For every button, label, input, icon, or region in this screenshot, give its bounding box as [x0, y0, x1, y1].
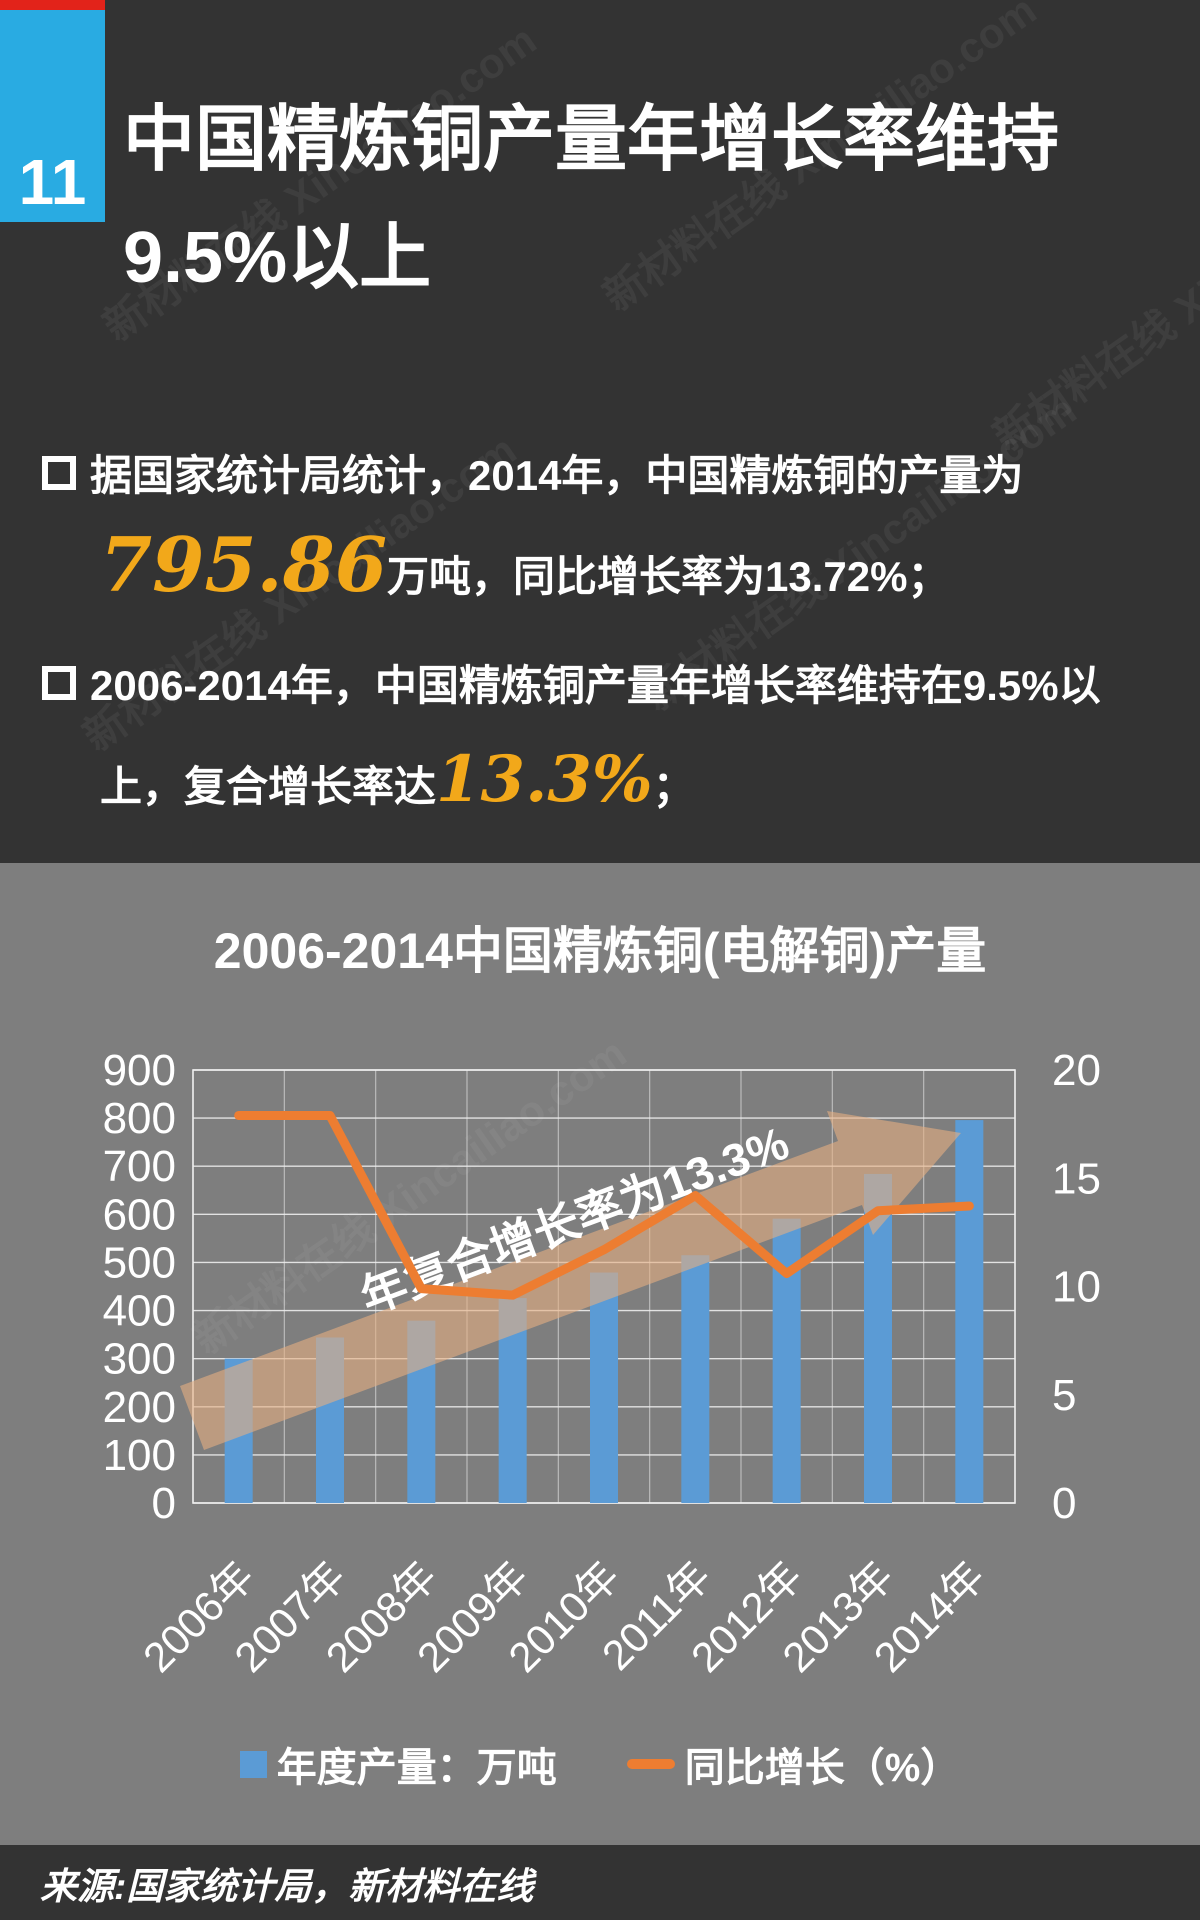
legend-item-production: 年度产量：万吨: [239, 1735, 557, 1793]
left-axis-tick: 200: [103, 1383, 176, 1432]
right-axis-tick: 15: [1052, 1154, 1101, 1203]
left-axis-tick: 900: [103, 1046, 176, 1095]
left-axis-tick: 0: [152, 1479, 176, 1528]
bullet-square-icon: [42, 665, 76, 700]
bullet-2: 2006-2014年，中国精炼铜产量年增长率维持在9.5%以: [42, 652, 1101, 713]
production-value: 795.86: [100, 521, 388, 609]
legend-bar-label: 年度产量：万吨: [276, 1746, 557, 1790]
legend-line-swatch: [626, 1759, 675, 1769]
left-axis-tick: 300: [103, 1335, 176, 1384]
left-axis-tick: 700: [103, 1142, 176, 1191]
bullet-1-value-rest: 万吨，同比增长率为13.72%；: [387, 553, 950, 600]
left-axis-tick: 800: [103, 1094, 176, 1143]
footer: 来源:国家统计局，新材料在线: [0, 1845, 1200, 1920]
header-section: 新材料在线 Xincailiao.com 新材料在线 Xincailiao.co…: [0, 0, 1200, 863]
page-title-line1: 中国精炼铜产量年增长率维持: [123, 100, 1060, 180]
bullet-1: 据国家统计局统计，2014年，中国精炼铜的产量为: [42, 442, 1023, 503]
page-title-line2: 9.5%以上: [123, 218, 432, 298]
chart-section: 新材料在线 Xincailiao.com 2006-2014中国精炼铜(电解铜)…: [0, 863, 1200, 1845]
bullet-square-icon: [42, 455, 76, 490]
source-text: 来源:国家统计局，新材料在线: [40, 1865, 534, 1907]
left-axis-tick: 100: [103, 1431, 176, 1480]
combo-chart: 900800700600500400300200100020151050年复合增…: [103, 1046, 1101, 1681]
left-axis-tick: 500: [103, 1238, 176, 1287]
right-axis-tick: 20: [1052, 1046, 1101, 1095]
bullet-2-line2: 上，复合增长率达 13.3% ；: [100, 748, 695, 814]
bullet-1-value-line: 795.86 万吨，同比增长率为13.72%；: [100, 528, 950, 604]
cagr-value: 13.3%: [436, 742, 653, 817]
left-axis-tick: 600: [103, 1190, 176, 1239]
chart-title: 2006-2014中国精炼铜(电解铜)产量: [213, 923, 987, 979]
bar-2010年: [590, 1272, 618, 1503]
bar-2011年: [681, 1255, 710, 1503]
legend-bar-swatch: [239, 1750, 267, 1778]
right-axis-tick: 0: [1052, 1479, 1076, 1528]
page-number-badge: 11: [0, 10, 105, 222]
bar-2014年: [955, 1120, 984, 1503]
bullet-2-line2-post: ；: [652, 763, 695, 810]
chart-legend: 年度产量：万吨 同比增长（%）: [0, 1735, 1200, 1793]
page-title: 中国精炼铜产量年增长率维持 9.5%以上: [123, 104, 1059, 294]
growth-arrow: [180, 1111, 961, 1450]
bullet-2-line2-pre: 上，复合增长率达: [100, 763, 437, 810]
legend-item-growth: 同比增长（%）: [626, 1735, 961, 1793]
red-strip: [0, 0, 105, 10]
left-axis-tick: 400: [103, 1287, 176, 1336]
page-number: 11: [18, 146, 87, 218]
bullet-2-text: 2006-2014年，中国精炼铜产量年增长率维持在9.5%以: [90, 662, 1101, 709]
right-axis-tick: 10: [1052, 1263, 1101, 1312]
bullet-1-text: 据国家统计局统计，2014年，中国精炼铜的产量为: [90, 452, 1024, 499]
right-axis-tick: 5: [1052, 1371, 1076, 1420]
growth-line: [234, 1110, 974, 1300]
legend-line-label: 同比增长（%）: [684, 1746, 961, 1790]
